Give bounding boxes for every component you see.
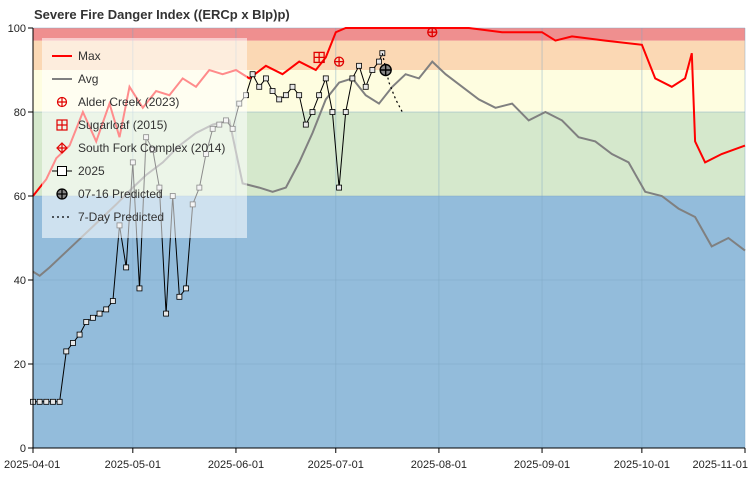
y-tick-label: 40 bbox=[14, 275, 26, 287]
legend-item[interactable]: 2025 bbox=[52, 164, 105, 178]
x-tick-label: 2025-08-01 bbox=[411, 459, 467, 471]
series-2025-point bbox=[56, 398, 63, 405]
square-icon bbox=[57, 166, 67, 176]
x-tick-label: 2025-07-01 bbox=[308, 459, 364, 471]
diamond-plus-icon-cross bbox=[58, 144, 66, 152]
x-tick-label: 2025-05-01 bbox=[105, 459, 161, 471]
series-2025-point bbox=[176, 293, 183, 300]
series-2025-point bbox=[302, 121, 309, 128]
x-tick-label: 2025-06-01 bbox=[208, 459, 264, 471]
series-2025-point bbox=[269, 88, 276, 94]
predicted-point-cross bbox=[380, 64, 392, 76]
series-2025-point bbox=[329, 109, 336, 115]
filled-circle-plus-icon-cross bbox=[57, 189, 67, 199]
legend-item[interactable]: 7-Day Predicted bbox=[52, 210, 164, 224]
legend[interactable]: Max Avg Alder Creek (2023) Sugarloaf (2015)… bbox=[42, 38, 247, 238]
legend-item[interactable]: 07-16 Predicted bbox=[56, 187, 163, 201]
legend-label: Sugarloaf (2015) bbox=[78, 118, 167, 132]
x-tick-label: 2025-10-01 bbox=[614, 459, 670, 471]
series-2025-point bbox=[262, 75, 269, 82]
series-2025-point bbox=[362, 83, 369, 90]
series-2025-point bbox=[342, 109, 349, 115]
series-2025-point bbox=[249, 71, 256, 78]
series-2025-point bbox=[123, 264, 130, 271]
series-2025-point bbox=[356, 62, 362, 69]
series-2025-point bbox=[183, 285, 189, 292]
legend-item[interactable]: Sugarloaf (2015) bbox=[56, 118, 167, 132]
series-2025-point bbox=[276, 96, 283, 103]
series-2025-point bbox=[316, 92, 323, 99]
legend-label: Avg bbox=[78, 72, 98, 86]
series-2025-point bbox=[336, 184, 342, 191]
diamond-plus-icon bbox=[56, 142, 68, 154]
square-plus-icon-cross bbox=[57, 120, 67, 130]
legend-item[interactable]: Alder Creek (2023) bbox=[56, 95, 180, 109]
series-2025-point bbox=[369, 67, 376, 73]
series-2025-point bbox=[50, 398, 56, 405]
legend-item[interactable]: Avg bbox=[52, 72, 98, 86]
legend-label: Max bbox=[78, 49, 101, 63]
chart-title: Severe Fire Danger Index ((ERCp x BIp)p) bbox=[34, 7, 290, 22]
legend-label: 2025 bbox=[78, 164, 105, 178]
series-2025-point bbox=[289, 83, 296, 90]
series-2025-point bbox=[282, 92, 289, 99]
series-2025-point bbox=[296, 92, 303, 99]
legend-label: 7-Day Predicted bbox=[78, 210, 164, 224]
y-tick-label: 60 bbox=[14, 191, 26, 203]
x-tick-label: 2025-09-01 bbox=[514, 459, 570, 471]
legend-box bbox=[42, 38, 247, 238]
series-2025-point bbox=[36, 398, 43, 405]
series-2025-point bbox=[136, 285, 143, 292]
y-tick-label: 100 bbox=[8, 23, 26, 35]
series-2025-point bbox=[70, 340, 76, 346]
series-2025-point bbox=[376, 58, 382, 65]
legend-label: South Fork Complex (2014) bbox=[78, 141, 225, 155]
series-2025-point bbox=[89, 314, 96, 321]
series-2025-point bbox=[349, 75, 356, 82]
legend-item[interactable]: South Fork Complex (2014) bbox=[56, 141, 225, 155]
series-2025-point bbox=[103, 306, 110, 313]
series-2025-point bbox=[43, 398, 50, 405]
series-2025-point bbox=[63, 348, 70, 355]
series-2025-point bbox=[83, 319, 90, 325]
legend-label: 07-16 Predicted bbox=[78, 187, 163, 201]
y-tick-label: 80 bbox=[14, 107, 26, 119]
series-2025-point bbox=[109, 298, 116, 304]
series-2025-point bbox=[309, 109, 316, 115]
y-tick-label: 0 bbox=[20, 443, 26, 455]
legend-label: Alder Creek (2023) bbox=[78, 95, 179, 109]
series-2025-point bbox=[322, 75, 329, 82]
series-2025-point bbox=[256, 83, 263, 90]
series-2025-point bbox=[163, 310, 169, 317]
sugarloaf-marker-cross bbox=[314, 52, 325, 63]
series-2025-point bbox=[76, 331, 83, 338]
series-2025-point bbox=[96, 310, 103, 317]
legend-item[interactable]: Max bbox=[52, 49, 101, 63]
x-tick-label: 2025-04-01 bbox=[4, 459, 60, 471]
alder-creek-marker-cross bbox=[334, 57, 344, 67]
x-tick-label: 2025-11-01 bbox=[693, 459, 748, 471]
circle-plus-icon-cross bbox=[57, 97, 67, 107]
y-tick-label: 20 bbox=[14, 359, 26, 371]
axes: 0 20 40 60 80 100 2025-04-01 2025-05-01 2025-06-… bbox=[4, 23, 748, 471]
alder-creek-marker-cross bbox=[427, 27, 437, 37]
